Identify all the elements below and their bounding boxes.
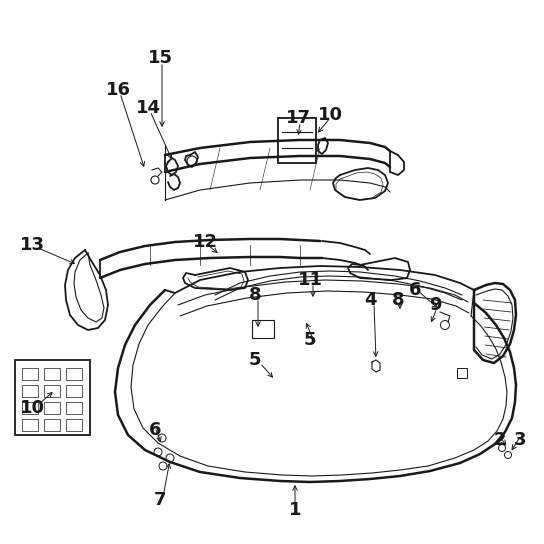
Text: 4: 4	[364, 291, 376, 309]
Bar	[44, 402, 60, 414]
Text: 16: 16	[106, 81, 131, 99]
Bar	[22, 419, 38, 431]
Bar	[44, 368, 60, 380]
Bar	[66, 368, 82, 380]
Text: 8: 8	[249, 286, 261, 304]
Bar	[252, 320, 274, 338]
Bar	[66, 385, 82, 397]
Text: 9: 9	[429, 296, 441, 314]
Bar	[278, 118, 316, 163]
Text: 2: 2	[494, 431, 506, 449]
Text: 1: 1	[289, 501, 301, 519]
Text: 5: 5	[249, 351, 261, 369]
Text: 14: 14	[135, 99, 160, 117]
Text: 17: 17	[286, 109, 311, 127]
Text: 13: 13	[20, 236, 45, 254]
Bar	[66, 402, 82, 414]
Bar	[66, 419, 82, 431]
Text: 7: 7	[154, 491, 166, 509]
Bar	[22, 368, 38, 380]
Text: 3: 3	[514, 431, 526, 449]
Text: 12: 12	[193, 233, 218, 251]
Bar	[457, 368, 467, 378]
Text: 5: 5	[304, 331, 316, 349]
Text: 6: 6	[409, 281, 421, 299]
Text: 10: 10	[20, 399, 45, 417]
Bar	[44, 419, 60, 431]
Text: 6: 6	[149, 421, 161, 439]
Bar	[15, 360, 90, 435]
Text: 11: 11	[298, 271, 323, 289]
Bar	[22, 402, 38, 414]
Bar	[44, 385, 60, 397]
Text: 10: 10	[318, 106, 343, 124]
Text: 15: 15	[147, 49, 172, 67]
Bar	[22, 385, 38, 397]
Text: 8: 8	[392, 291, 404, 309]
